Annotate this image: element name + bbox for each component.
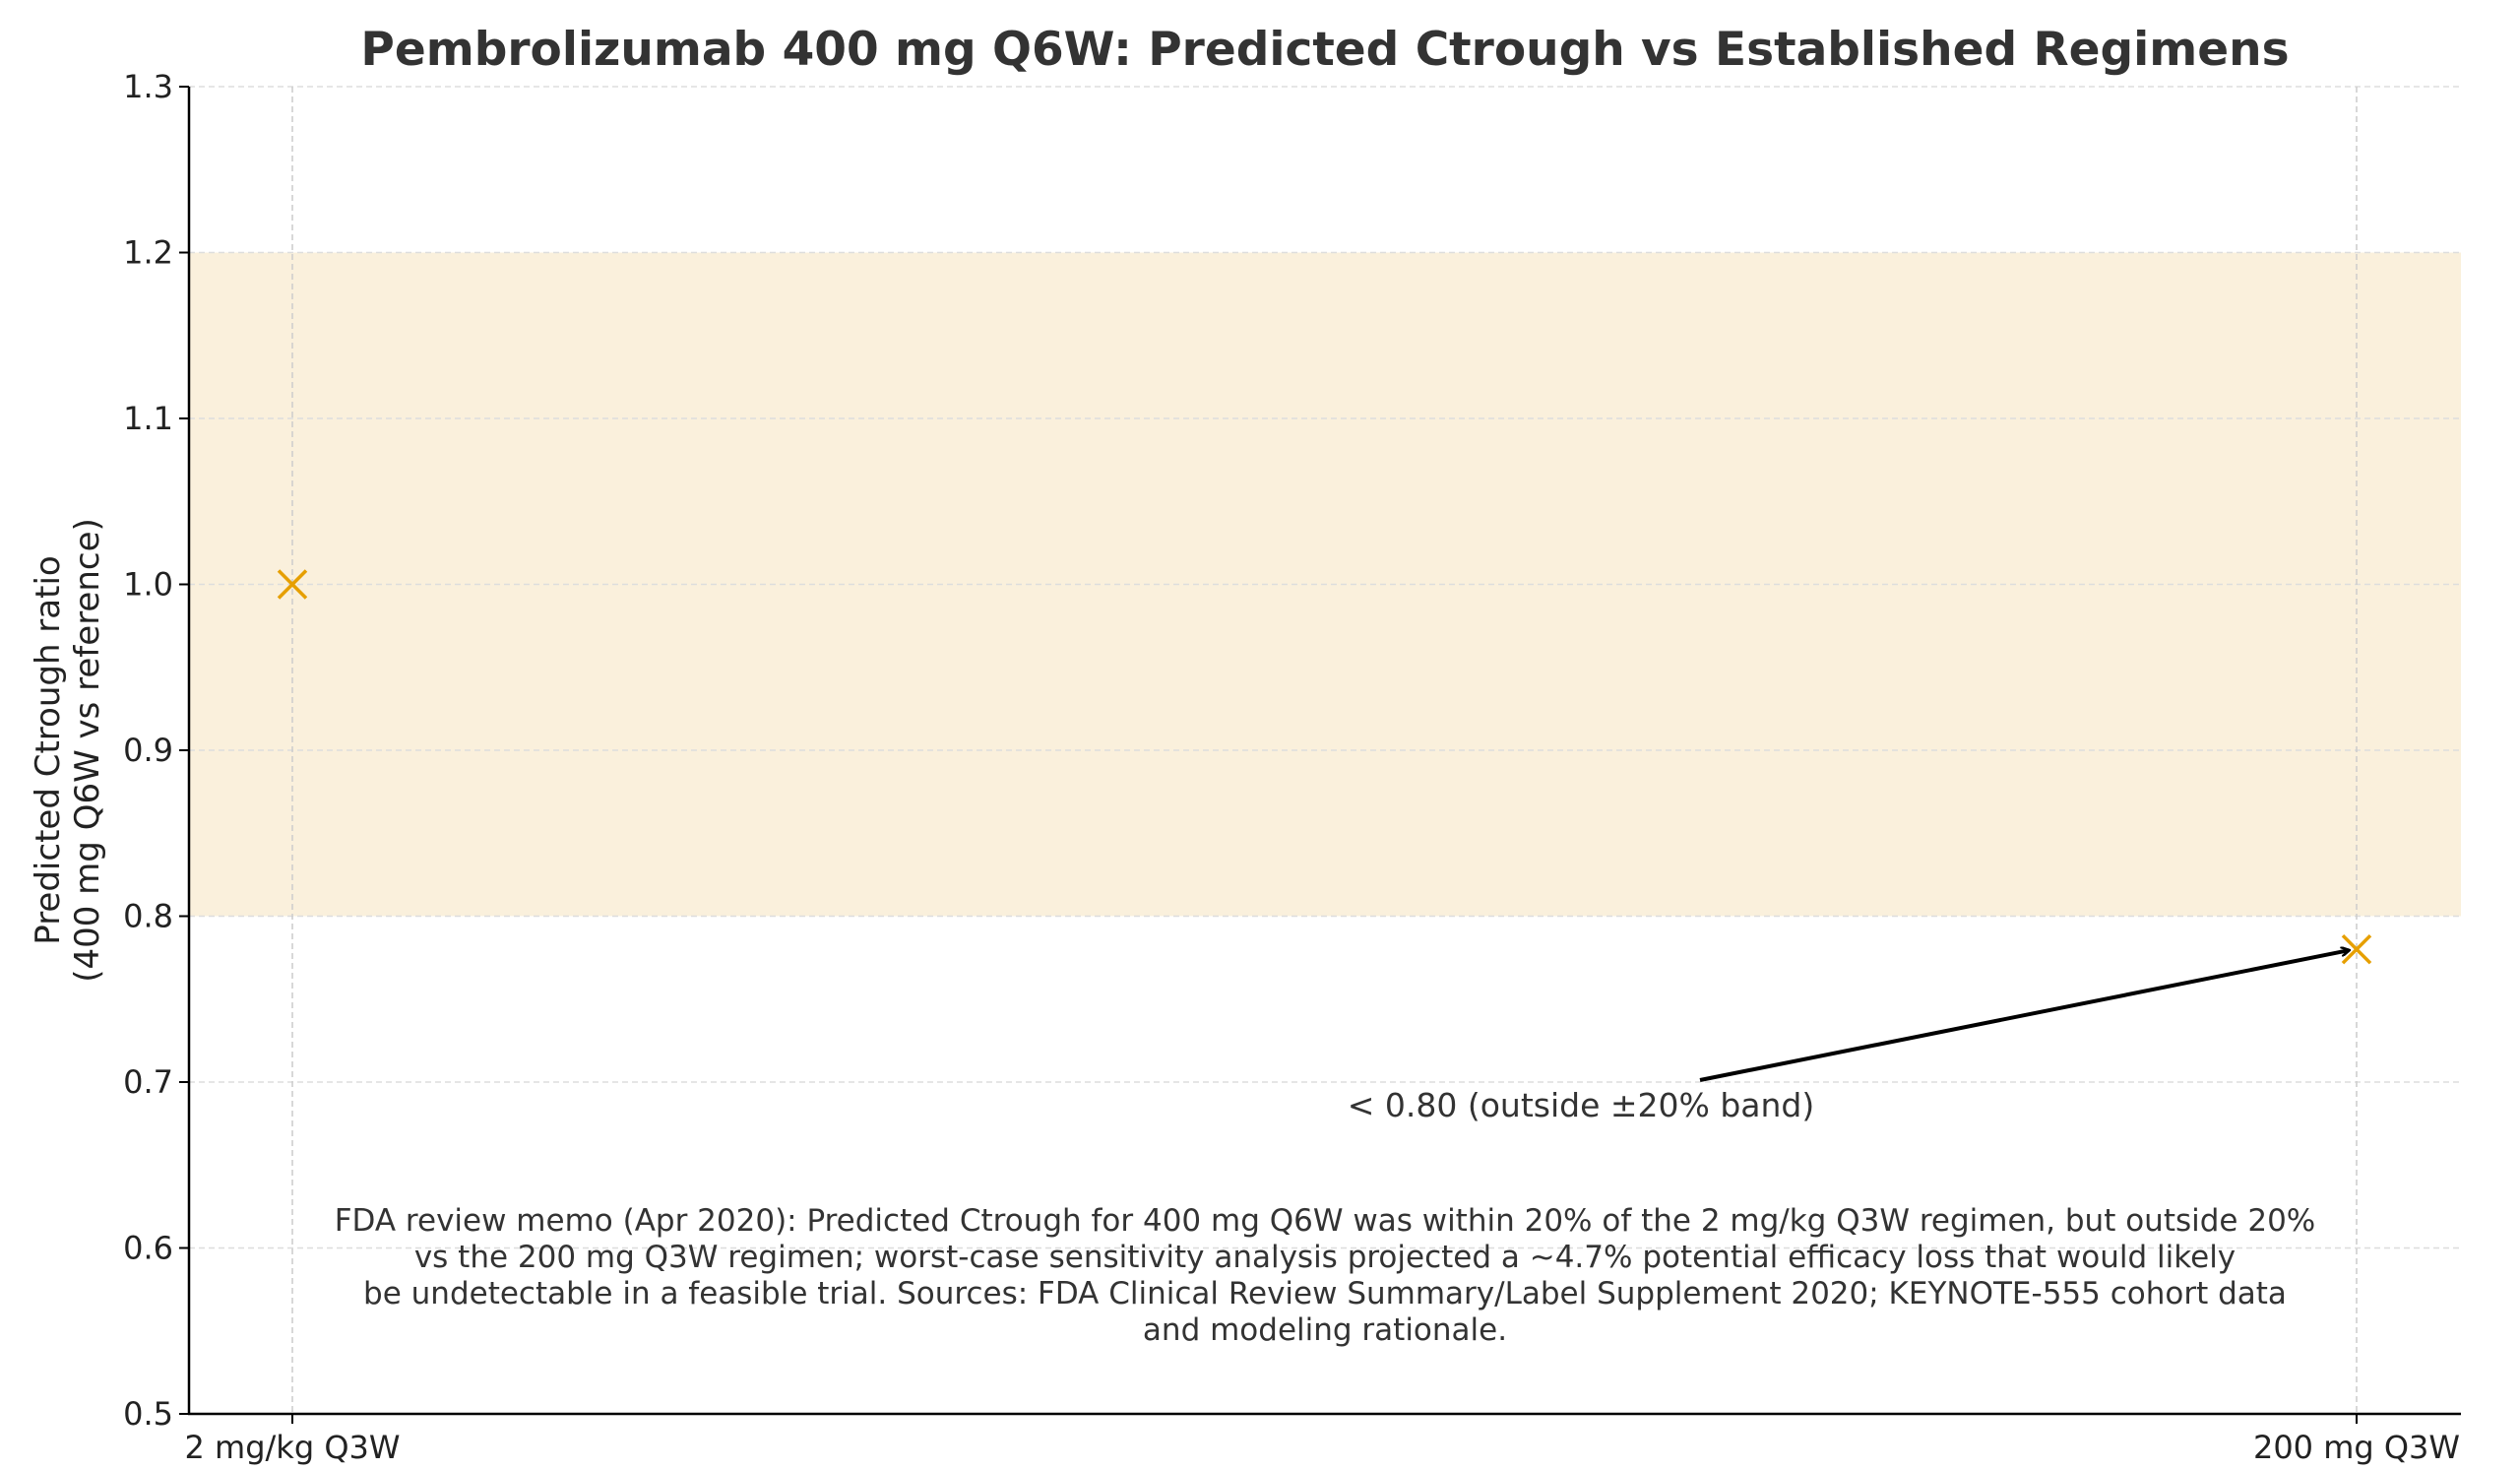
data-point [2341, 933, 2372, 965]
y-tick-label: 0.9 [123, 732, 173, 769]
x-tick-label: 2 mg/kg Q3W [185, 1429, 401, 1466]
grid [189, 86, 2461, 1415]
note-line-1: FDA review memo (Apr 2020): Predicted Ct… [335, 1203, 2316, 1239]
x-marker [2341, 933, 2372, 965]
note-line-3: be undetectable in a feasible trial. Sou… [363, 1276, 2287, 1311]
data-point [277, 569, 308, 600]
y-ticks: 0.5 0.6 0.7 0.8 0.9 1.0 1.1 1.2 1.3 [123, 68, 189, 1433]
y-tick-label: 1.0 [123, 566, 173, 604]
annotation-label: < 0.80 (outside ±20% band) [1348, 1086, 1815, 1124]
y-axis-label-line-1: Predicted Ctrough ratio [29, 555, 68, 944]
points [277, 569, 2372, 965]
y-tick-label: 0.8 [123, 898, 173, 935]
chart-title: Pembrolizumab 400 mg Q6W: Predicted Ctro… [360, 23, 2289, 77]
note: FDA review memo (Apr 2020): Predicted Ct… [335, 1203, 2316, 1348]
y-tick-label: 1.1 [123, 400, 173, 437]
note-line-4: and modeling rationale. [1143, 1312, 1507, 1348]
y-tick-label: 0.7 [123, 1063, 173, 1101]
x-ticks: 2 mg/kg Q3W 200 mg Q3W [185, 1414, 2460, 1466]
y-axis-label-line-2: (400 mg Q6W vs reference) [68, 518, 107, 983]
annotation-arrow [1699, 950, 2349, 1082]
note-line-2: vs the 200 mg Q3W regimen; worst-case se… [414, 1240, 2236, 1275]
y-tick-label: 0.6 [123, 1230, 173, 1267]
y-tick-label: 1.2 [123, 234, 173, 272]
x-tick-label: 200 mg Q3W [2253, 1429, 2460, 1466]
x-marker [277, 569, 308, 600]
y-tick-label: 1.3 [123, 68, 173, 105]
y-tick-label: 0.5 [123, 1395, 173, 1433]
